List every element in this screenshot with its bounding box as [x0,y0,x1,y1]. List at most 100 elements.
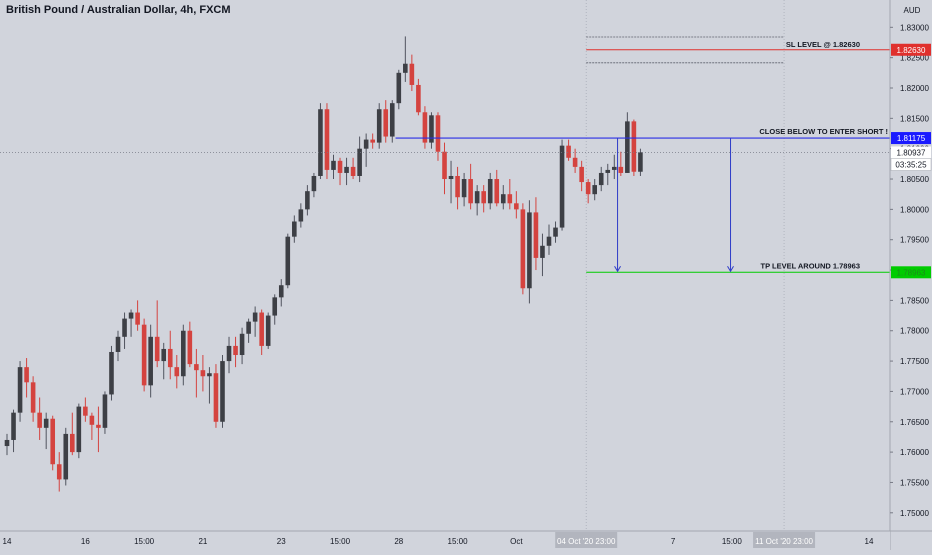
candle-body [259,312,264,346]
price-tick-label: 1.83000 [900,23,929,32]
candle-body [344,166,349,173]
candle-body [553,227,558,237]
candle-body [298,209,304,222]
candle-body [89,415,95,425]
candle-body [416,84,421,113]
candle-body [135,312,140,325]
time-axis[interactable]: 14 16 15:00 21 23 15:00 28 15:00 Oct 7 15:00 14 04 O… [0,530,932,550]
candle-body [474,191,480,204]
target-arrow-head[interactable] [614,266,621,273]
candle-body [396,72,402,104]
candle-body [83,406,88,416]
time-tick-label: 14 [3,537,12,546]
current-price-countdown-text: 03:35:25 [895,161,927,170]
candle-body [37,412,42,428]
candle-body [403,63,408,73]
candle-body [605,169,611,173]
candle-body [461,179,467,198]
candle-body [278,285,284,298]
target-arrow-head[interactable] [727,266,734,273]
candle-body [220,361,225,422]
stop-loss-badge [891,43,931,56]
candle-body [520,209,526,289]
candle-body [631,121,637,172]
time-tick-label: 28 [394,537,403,546]
time-tick-label: 21 [198,537,207,546]
candle-body [265,315,271,346]
candle-body [200,370,206,377]
candle-body [579,166,584,183]
candle-body [246,321,251,334]
price-tick-label: 1.82000 [900,84,929,93]
take-profit-badge-text: 1.78963 [897,268,926,277]
candle-body [533,212,539,258]
drawings-layer[interactable]: SL LEVEL @ 1.82630 CLOSE BELOW TO ENTER S… [0,36,890,273]
candle-body [389,103,395,137]
entry-label: CLOSE BELOW TO ENTER SHORT ! [759,127,888,136]
stop-loss-label: SL LEVEL @ 1.82630 [786,40,860,49]
candle-body [611,166,617,170]
candle-body [592,185,597,195]
candle-body [181,330,186,377]
candle-body [43,418,49,428]
price-tick-label: 1.77000 [900,387,929,396]
candle-body [481,191,486,204]
candle-body [239,333,245,356]
price-tick-label: 1.80500 [900,175,929,184]
candle-body [500,194,506,204]
candle-body [598,172,604,186]
time-tick-label: 7 [671,537,676,546]
candle-body [24,367,29,383]
candle-body [566,145,571,158]
candle-body [11,412,16,440]
price-tick-label: 1.76500 [900,418,929,427]
candle-body [318,109,323,176]
candle-body [429,115,434,143]
candle-body [494,179,500,204]
price-tick-label: 1.75500 [900,478,929,487]
candle-body [363,139,369,149]
candle-body [527,212,532,289]
candle-body [50,418,56,465]
candle-body [546,236,552,246]
candle-body [618,166,624,173]
candle-body [187,330,193,365]
time-tick-label: 15:00 [134,537,155,546]
candle-body [233,345,238,356]
price-tick-label: 1.80000 [900,205,929,214]
candle-body [540,245,545,258]
candle-body [409,63,415,85]
candle-body [305,191,310,210]
candle-body [357,148,362,176]
grid-layer [585,0,785,531]
time-highlight-text: 11 Oct '20 23:00 [755,537,813,546]
candle-body [370,139,375,143]
candle-body [468,179,473,204]
candle-body [63,433,69,480]
candle-body [625,121,630,173]
candle-body [4,439,10,447]
candle-body [207,373,212,377]
candle-body [154,336,160,362]
currency-label: AUD [904,6,921,15]
candle-body [141,324,147,386]
time-highlight-text: 04 Oct '20 23:00 [557,537,616,546]
price-tick-label: 1.76000 [900,448,929,457]
price-axis[interactable]: AUD1.830001.825001.820001.815001.810001.… [889,0,932,550]
take-profit-label: TP LEVEL AROUND 1.78963 [761,261,860,270]
candle-body [161,348,167,362]
candle-body [30,382,36,413]
candle-body [76,406,82,453]
candle-body [194,364,199,371]
candle-body [109,351,114,395]
candle-body [285,236,291,286]
candle-body [167,348,173,368]
price-tick-label: 1.82500 [900,54,929,63]
candle-body [572,157,578,167]
candle-body [383,109,389,137]
candle-body [585,182,591,195]
candle-body [252,312,258,322]
candle-body [442,151,447,180]
